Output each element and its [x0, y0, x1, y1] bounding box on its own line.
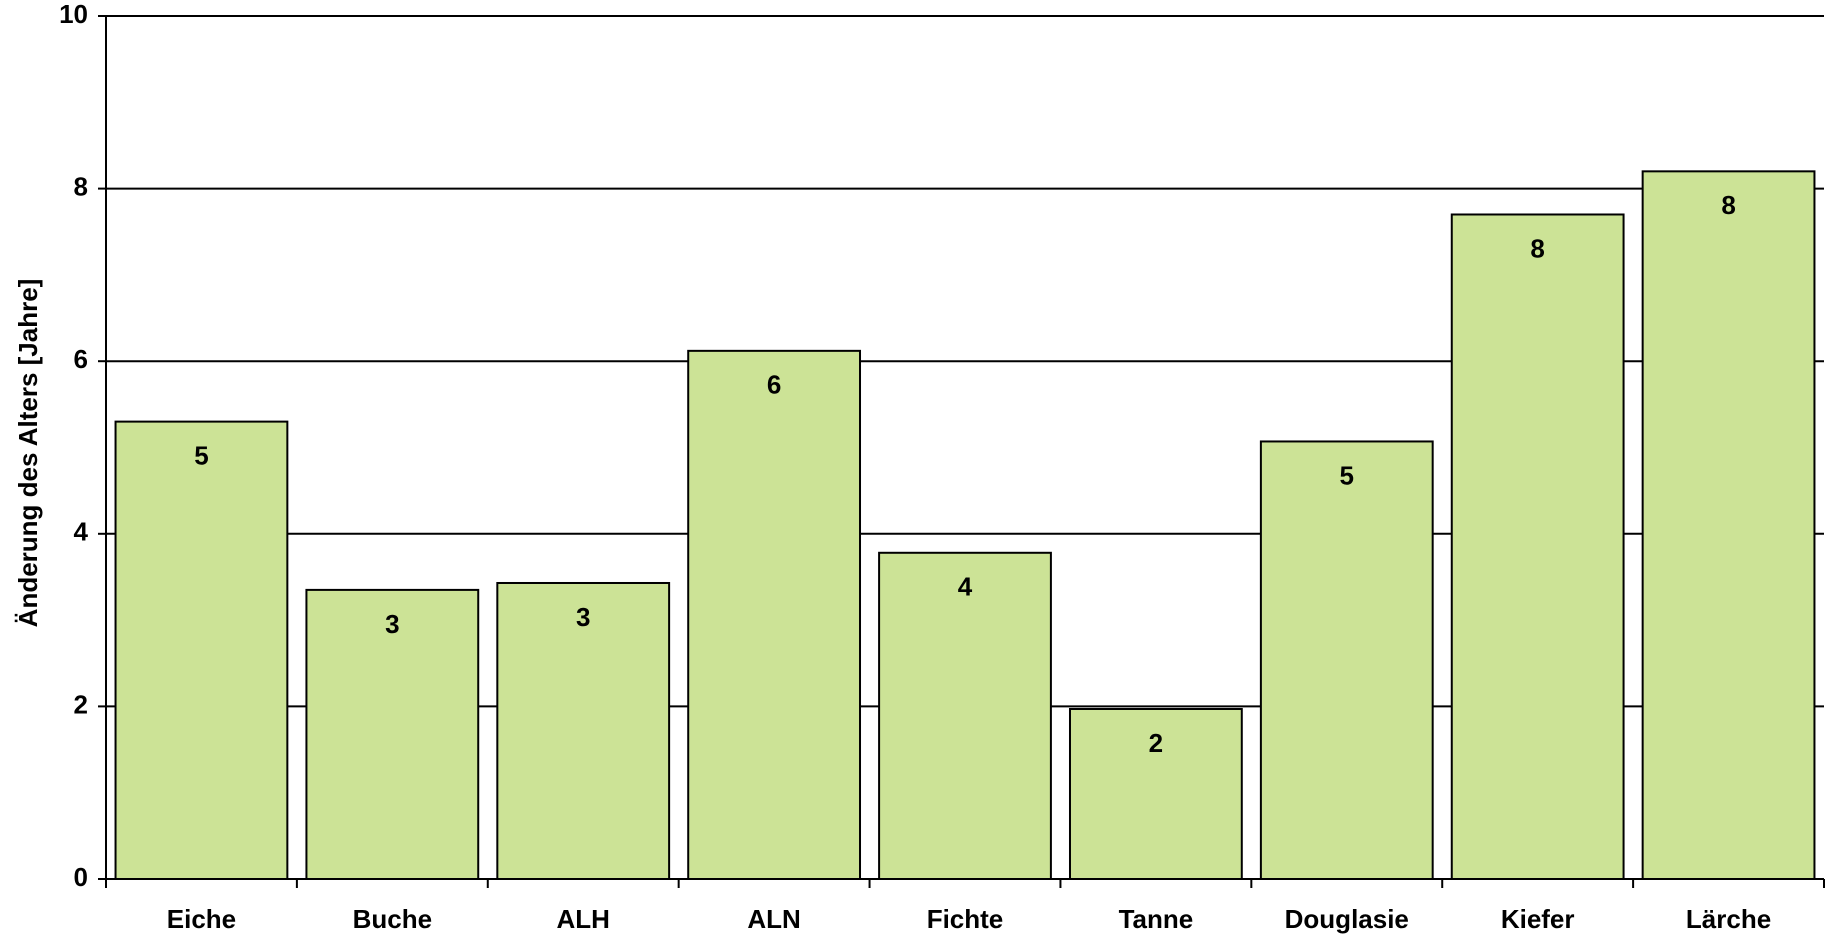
y-axis-title: Änderung des Alters [Jahre]: [13, 279, 43, 628]
data-label: 8: [1530, 233, 1544, 263]
x-tick-label: Eiche: [167, 904, 236, 934]
data-label: 5: [194, 440, 208, 470]
x-tick-label: ALN: [747, 904, 800, 934]
x-tick-label: Tanne: [1119, 904, 1194, 934]
bar: [878, 551, 1052, 880]
bar: [1641, 170, 1816, 880]
x-tick-label: Lärche: [1686, 904, 1771, 934]
bar: [496, 581, 671, 881]
y-tick-label: 8: [74, 171, 88, 201]
data-label: 5: [1340, 460, 1354, 490]
x-tick-label: Fichte: [927, 904, 1004, 934]
y-tick-label: 2: [74, 689, 88, 719]
bar: [1450, 213, 1625, 881]
data-label: 8: [1721, 190, 1735, 220]
bar: [687, 349, 862, 880]
bar: [114, 420, 289, 880]
y-tick-label: 4: [74, 517, 89, 547]
data-label: 3: [576, 602, 590, 632]
x-tick-label: Buche: [353, 904, 432, 934]
data-label: 2: [1149, 728, 1163, 758]
data-label: 3: [385, 609, 399, 639]
y-tick-label: 10: [59, 0, 88, 29]
bar: [1068, 707, 1243, 881]
y-tick-label: 0: [74, 862, 88, 892]
bar: [305, 588, 480, 881]
data-label: 6: [767, 370, 781, 400]
y-tick-label: 6: [74, 344, 88, 374]
bar: [1259, 440, 1434, 880]
x-tick-label: Douglasie: [1285, 904, 1409, 934]
x-tick-label: ALH: [557, 904, 610, 934]
x-tick-label: Kiefer: [1501, 904, 1575, 934]
data-label: 4: [958, 572, 973, 602]
